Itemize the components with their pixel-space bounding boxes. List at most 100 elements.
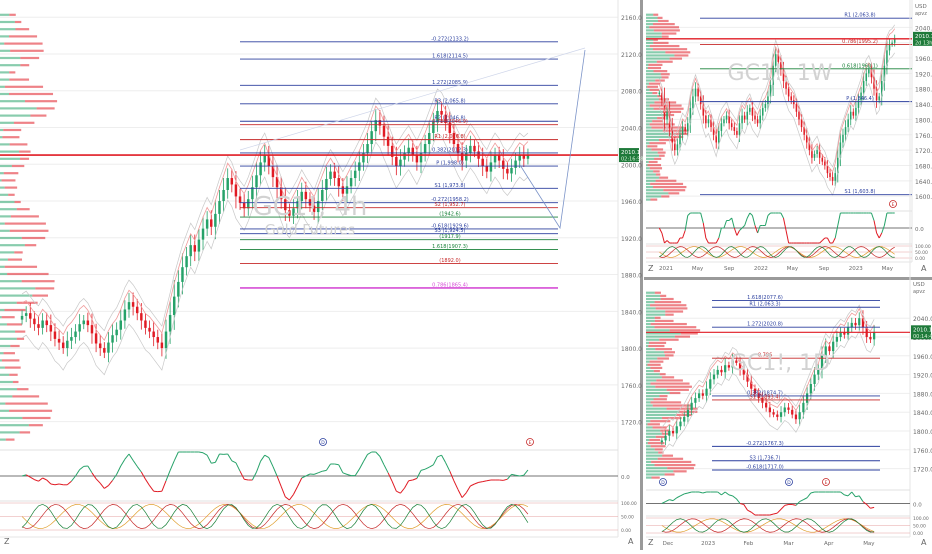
y-tick-label: 1840.0 [913, 410, 932, 417]
volume-profile-bar [15, 21, 21, 23]
volume-profile-bar [664, 351, 675, 353]
x-tick-label: May [692, 266, 704, 272]
volume-profile-bar [655, 292, 661, 294]
candle-body [403, 153, 405, 159]
event-marker-label: E [825, 480, 828, 486]
candle-body [878, 96, 880, 100]
volume-profile-bar [675, 336, 690, 338]
daily-auto-scale-button[interactable]: A [921, 538, 926, 547]
main-zoom-icon[interactable]: Z [4, 537, 9, 546]
candle-body [50, 325, 52, 331]
volume-profile-bar [646, 126, 652, 128]
candle-body [157, 337, 159, 343]
volume-profile-bar [661, 73, 670, 75]
y-tick-label: 1720.0 [915, 148, 932, 155]
volume-profile-bar [646, 401, 651, 403]
candle-body [687, 410, 689, 417]
candle-body [169, 315, 171, 332]
volume-profile-bar [5, 223, 46, 225]
volume-profile-bar [646, 442, 648, 444]
volume-profile-bar [0, 14, 9, 16]
candle-body [713, 375, 715, 380]
volume-profile-bar [0, 215, 11, 217]
watermark-symbol: GC1!, 1D [730, 351, 830, 376]
volume-profile-bar [0, 273, 7, 275]
volume-profile-bar [655, 386, 692, 388]
volume-profile-bar [646, 167, 650, 169]
volume-profile-bar [646, 301, 655, 303]
volume-profile-bar [646, 336, 675, 338]
stoch-level-label: 0.00 [913, 531, 923, 537]
volume-profile-bar [0, 100, 25, 102]
volume-profile-bar [646, 404, 653, 406]
volume-profile-bar [646, 320, 655, 322]
volume-profile-bar [656, 307, 688, 309]
volume-profile-bar [649, 142, 665, 144]
volume-profile-bar [651, 401, 682, 403]
volume-profile-bar [22, 237, 45, 239]
candle-body [111, 335, 113, 342]
volume-profile-bar [646, 339, 659, 341]
volume-profile-bar [10, 230, 49, 232]
volume-profile-bar [0, 259, 8, 261]
volume-profile-bar [9, 71, 15, 73]
candle-body [832, 342, 834, 351]
volume-profile-bar [655, 448, 663, 450]
volume-profile-bar [654, 370, 660, 372]
volume-profile-bar [0, 172, 4, 174]
candle-body [791, 410, 793, 415]
volume-profile-bar [650, 123, 675, 125]
candle-body [721, 123, 723, 131]
candle-body [863, 81, 865, 93]
candle-body [416, 155, 418, 162]
stoch-level-label: 100.00 [621, 501, 637, 507]
volume-profile-bar [0, 208, 17, 210]
candle-body [672, 431, 674, 433]
candle-body [518, 155, 520, 161]
volume-profile-bar [646, 323, 651, 325]
candle-body [78, 324, 80, 331]
volume-profile-bar [668, 192, 679, 194]
stoch-level-label: 100.00 [913, 516, 929, 522]
volume-profile-bar [646, 423, 648, 425]
candle-body [668, 431, 670, 436]
volume-profile-bar [646, 89, 650, 91]
volume-profile-bar [646, 477, 652, 479]
volume-profile-bar [7, 273, 48, 275]
y-tick-label: 2040.0 [621, 125, 642, 132]
candle-body [206, 219, 208, 228]
x-tick-label: May [882, 266, 894, 272]
volume-profile-bar [670, 58, 682, 60]
candle-body [873, 332, 875, 339]
candle-body [375, 120, 377, 131]
fib-level-label: 0.786(2046.9) [432, 119, 468, 125]
fib-level-label: 0.786(1995.2) [842, 39, 878, 45]
volume-profile-bar [646, 14, 653, 16]
daily-zoom-icon[interactable]: Z [648, 538, 653, 547]
volume-profile-bar [646, 92, 652, 94]
volume-profile-bar [10, 50, 44, 52]
volume-profile-bar [11, 215, 39, 217]
volume-profile-bar [0, 352, 4, 354]
fib-level-label: R1 (2,063.8) [844, 13, 875, 19]
volume-profile-bar [17, 388, 28, 390]
weekly-zoom-icon[interactable]: Z [648, 264, 653, 273]
candle-body [746, 112, 748, 120]
volume-profile-bar [659, 339, 678, 341]
x-tick-label: 2022 [754, 266, 768, 272]
candle-body [659, 93, 661, 95]
volume-profile-bar [662, 32, 677, 34]
main-auto-scale-button[interactable]: A [628, 537, 633, 546]
volume-profile-bar [29, 424, 43, 426]
volume-profile-bar [646, 189, 663, 191]
price-tag-value: 2010.1 [621, 150, 640, 156]
weekly-auto-scale-button[interactable]: A [921, 264, 926, 273]
fib-level-label: S1 (1,893.4) [750, 394, 781, 400]
volume-profile-bar [0, 345, 10, 347]
volume-profile-bar [0, 410, 9, 412]
volume-profile-bar [0, 71, 9, 73]
volume-profile-bar [646, 307, 656, 309]
candle-body [395, 157, 397, 166]
volume-profile-bar [646, 317, 655, 319]
y-tick-label: 1960.0 [913, 354, 932, 361]
